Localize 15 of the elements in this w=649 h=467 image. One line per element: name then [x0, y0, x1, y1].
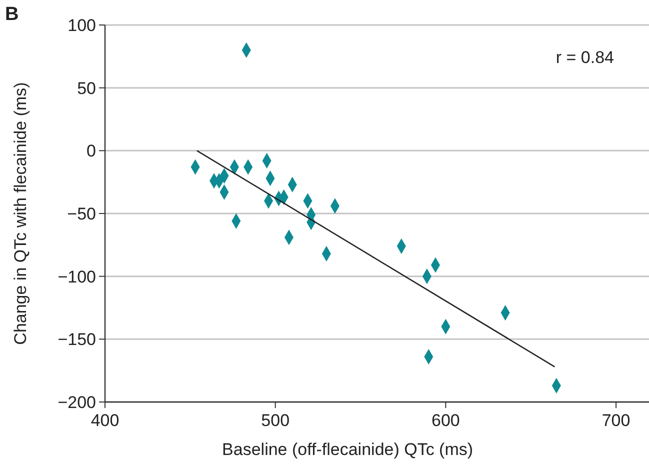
chart-title: B [5, 4, 19, 25]
x-tick-label: 700 [602, 411, 630, 430]
x-axis-title: Baseline (off-flecainide) QTc (ms) [222, 440, 474, 459]
annotation: r = 0.84 [556, 48, 614, 67]
y-tick-label: −150 [58, 330, 96, 350]
x-tick-label: 400 [90, 411, 120, 430]
y-tick-label: 0 [86, 142, 96, 161]
x-tick-label: 600 [432, 411, 460, 430]
x-tick-label: 500 [261, 411, 290, 430]
y-tick-label: 100 [68, 16, 96, 35]
y-axis-title: Change in QTc with flecainide (ms) [11, 82, 30, 345]
y-tick-label: 50 [77, 78, 96, 98]
y-tick-label: −200 [58, 392, 96, 412]
y-tick-label: −100 [58, 267, 96, 286]
y-tick-label: −50 [67, 204, 96, 224]
